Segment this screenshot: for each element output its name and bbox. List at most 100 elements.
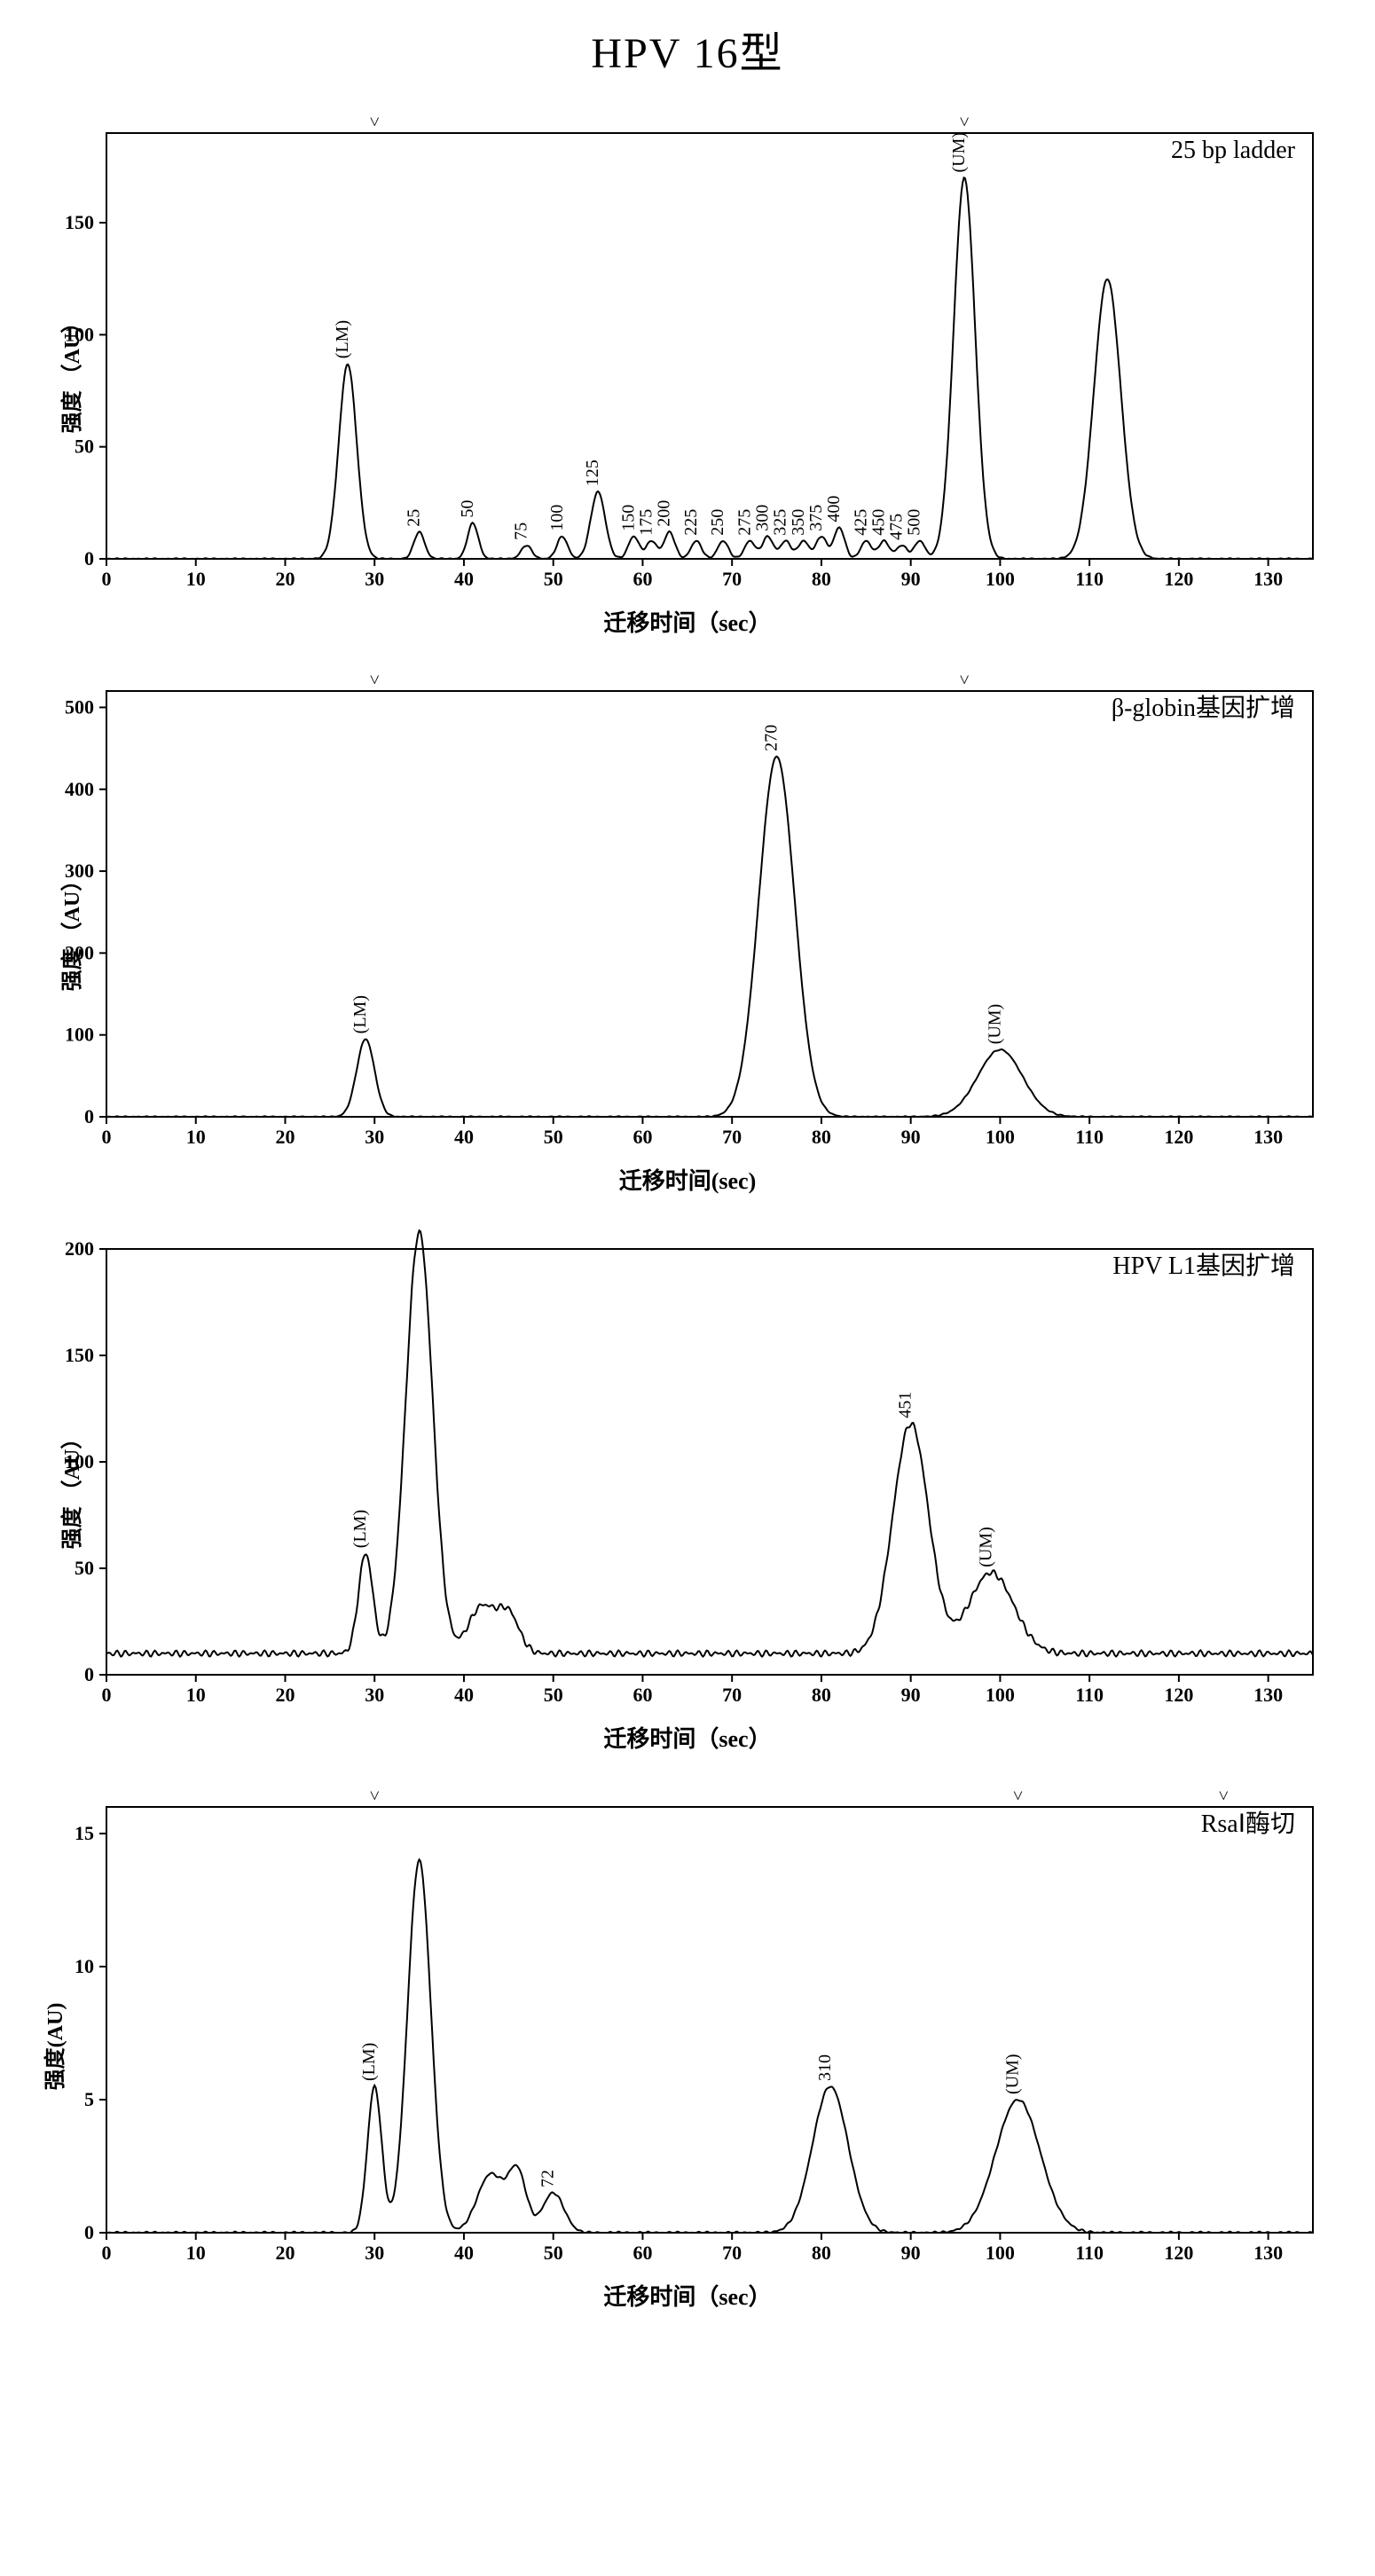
x-tick-label: 20 — [275, 568, 295, 590]
x-tick-label: 100 — [986, 1684, 1015, 1706]
peak-label: 270 — [762, 725, 782, 751]
panel-legend: HPV L1基因扩增 — [1112, 1252, 1295, 1280]
peak-label: (LM) — [359, 2043, 379, 2081]
x-tick-label: 70 — [722, 1126, 742, 1148]
x-tick-label: 30 — [365, 2242, 384, 2264]
panel-legend: β-globin基因扩增 — [1112, 694, 1295, 722]
x-tick-label: 80 — [812, 1684, 831, 1706]
x-tick-label: 90 — [901, 568, 921, 590]
x-tick-label: 0 — [102, 2242, 112, 2264]
peak-label: 451 — [896, 1392, 915, 1418]
chart-panel-hpvl1: 强度 （AU）010203040506070809010011012013005… — [9, 1222, 1366, 1754]
peak-label: (UM) — [1003, 2054, 1023, 2094]
peak-label: (LM) — [350, 1510, 370, 1548]
top-marker: ˅ — [1013, 1787, 1023, 1806]
peak-label: 175 — [637, 509, 656, 536]
x-tick-label: 70 — [722, 1684, 742, 1706]
electropherogram-trace — [106, 1859, 1313, 2233]
x-tick-label: 50 — [544, 2242, 563, 2264]
peak-label: 250 — [708, 509, 727, 536]
x-tick-label: 50 — [544, 568, 563, 590]
peak-label: 300 — [752, 505, 772, 531]
x-tick-label: 20 — [275, 1126, 295, 1148]
y-tick-label: 0 — [84, 547, 94, 569]
y-tick-label: 0 — [84, 1663, 94, 1685]
x-axis-label: 迁移时间(sec) — [9, 1163, 1366, 1196]
x-tick-label: 70 — [722, 568, 742, 590]
x-tick-label: 100 — [986, 568, 1015, 590]
electropherogram-trace — [106, 757, 1313, 1117]
peak-label: 150 — [618, 505, 638, 531]
peak-label: 325 — [771, 509, 790, 536]
x-tick-label: 130 — [1253, 568, 1283, 590]
x-tick-label: 40 — [454, 568, 474, 590]
x-tick-label: 100 — [986, 1126, 1015, 1148]
x-tick-label: 120 — [1164, 2242, 1193, 2264]
x-axis-label: 迁移时间（sec） — [9, 1721, 1366, 1754]
chart-panel-ladder: 强度 （AU）010203040506070809010011012013005… — [9, 106, 1366, 638]
y-tick-label: 100 — [65, 1024, 94, 1046]
top-marker: ˅ — [1219, 1787, 1229, 1806]
peak-label: (UM) — [985, 1004, 1004, 1045]
x-tick-label: 130 — [1253, 1126, 1283, 1148]
x-tick-label: 10 — [186, 2242, 206, 2264]
peak-label: 400 — [824, 496, 844, 522]
y-axis-label: 强度(AU) — [37, 2002, 68, 2090]
main-title: HPV 16型 — [9, 18, 1366, 80]
peak-label: (UM) — [949, 132, 969, 173]
x-tick-label: 120 — [1164, 568, 1193, 590]
x-tick-label: 10 — [186, 1126, 206, 1148]
y-tick-label: 50 — [75, 1557, 94, 1579]
y-tick-label: 400 — [65, 778, 94, 800]
peak-label: 25 — [405, 509, 424, 527]
top-marker: ˅ — [370, 671, 380, 690]
x-tick-label: 110 — [1075, 2242, 1104, 2264]
chart-panel-rsa1: 强度(AU)0102030405060708090100110120130051… — [9, 1780, 1366, 2312]
y-axis-label: 强度 （AU） — [54, 1427, 85, 1549]
peak-label: 310 — [815, 2054, 835, 2081]
peak-label: (LM) — [333, 320, 352, 358]
peak-label: 225 — [681, 509, 701, 536]
x-tick-label: 30 — [365, 1126, 384, 1148]
x-tick-label: 30 — [365, 568, 384, 590]
x-tick-label: 30 — [365, 1684, 384, 1706]
x-tick-label: 10 — [186, 1684, 206, 1706]
peak-label: 100 — [547, 505, 567, 531]
peak-label: 75 — [511, 522, 530, 540]
x-tick-label: 40 — [454, 1684, 474, 1706]
top-marker: ˅ — [959, 113, 969, 132]
y-tick-label: 500 — [65, 695, 94, 718]
panel-legend: 25 bp ladder — [1171, 137, 1296, 164]
electropherogram-trace — [106, 1230, 1313, 1656]
peak-label: 350 — [789, 509, 808, 536]
top-marker: ˅ — [959, 671, 969, 690]
peak-label: 200 — [655, 500, 674, 527]
x-tick-label: 0 — [102, 1126, 112, 1148]
x-tick-label: 0 — [102, 568, 112, 590]
electropherogram-trace — [106, 177, 1313, 559]
x-tick-label: 60 — [632, 568, 652, 590]
top-marker: ˅ — [370, 1787, 380, 1806]
x-tick-label: 120 — [1164, 1126, 1193, 1148]
y-tick-label: 15 — [75, 1822, 94, 1844]
x-tick-label: 20 — [275, 2242, 295, 2264]
x-tick-label: 80 — [812, 2242, 831, 2264]
peak-label: 72 — [538, 2170, 558, 2187]
y-tick-label: 0 — [84, 1105, 94, 1127]
x-tick-label: 90 — [901, 1126, 921, 1148]
x-tick-label: 50 — [544, 1126, 563, 1148]
y-tick-label: 5 — [84, 2088, 94, 2110]
peak-label: (LM) — [350, 995, 370, 1033]
x-tick-label: 100 — [986, 2242, 1015, 2264]
y-tick-label: 0 — [84, 2221, 94, 2243]
y-tick-label: 200 — [65, 1237, 94, 1260]
x-tick-label: 130 — [1253, 1684, 1283, 1706]
x-tick-label: 90 — [901, 1684, 921, 1706]
y-tick-label: 10 — [75, 1955, 94, 1977]
x-tick-label: 110 — [1075, 1684, 1104, 1706]
peak-label: 500 — [905, 509, 924, 536]
top-marker: ˅ — [370, 113, 380, 132]
x-tick-label: 0 — [102, 1684, 112, 1706]
x-tick-label: 60 — [632, 1126, 652, 1148]
peak-label: 475 — [887, 514, 907, 540]
